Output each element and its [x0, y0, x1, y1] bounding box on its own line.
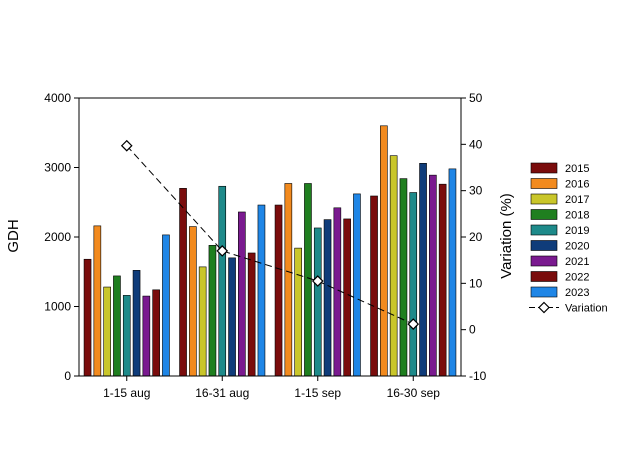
bar-2016-0: [93, 225, 102, 377]
legend-swatch-2015: [530, 162, 558, 174]
variation-marker-3: [407, 318, 420, 330]
bar-2015-0: [83, 258, 92, 377]
bar-2020-2: [323, 219, 332, 377]
right-tick-label: 30: [469, 184, 483, 198]
legend-label-2017: 2017: [565, 194, 589, 206]
right-tick-label: 0: [469, 323, 476, 337]
right-tick-label: 50: [469, 91, 483, 105]
x-tick-label: 16-30 sep: [387, 386, 441, 400]
bars-group: [83, 125, 457, 377]
bar-2018-1: [208, 245, 217, 377]
y2-axis-title: Variation (%): [498, 193, 515, 279]
legend-label-2015: 2015: [565, 163, 589, 175]
right-tick-label: -10: [469, 369, 487, 383]
bar-2015-1: [179, 188, 187, 377]
bar-2018-3: [399, 178, 408, 377]
bar-2015-3: [370, 195, 378, 377]
x-tick-label: 16-31 aug: [195, 386, 249, 400]
bar-2021-2: [333, 207, 342, 377]
legend-swatch-2023: [530, 286, 558, 298]
legend-label-2018: 2018: [565, 210, 589, 222]
variation-marker-1: [216, 245, 229, 257]
legend-label-variation: Variation: [565, 303, 608, 315]
legend-swatch-2017: [530, 193, 558, 205]
bar-2020-3: [419, 163, 427, 377]
bar-2023-3: [448, 168, 457, 377]
bar-2016-3: [380, 125, 388, 377]
legend-label-2023: 2023: [565, 287, 589, 299]
bar-2022-1: [247, 252, 256, 377]
bar-2019-1: [218, 185, 227, 377]
bar-2022-0: [152, 289, 160, 377]
bar-2019-2: [313, 227, 322, 377]
right-tick-label: 10: [469, 276, 483, 290]
legend-swatch-2018: [530, 209, 558, 220]
legend-swatch-2020: [530, 240, 558, 251]
legend: 2015 2016 2017 2018 2019 2020 2021 2022 2023 Vari…: [529, 162, 608, 315]
variation-marker-2: [311, 275, 324, 287]
left-tick-label: 2000: [44, 230, 71, 244]
bar-2020-0: [132, 270, 141, 377]
left-axis-ticks: 0 1000 2000 3000 4000: [44, 91, 79, 383]
right-axis-ticks: -10 0 10 20 30 40 50: [461, 91, 487, 383]
legend-label-2022: 2022: [565, 272, 589, 284]
legend-label-2016: 2016: [565, 179, 589, 191]
bar-2015-2: [274, 204, 283, 377]
right-tick-label: 20: [469, 230, 483, 244]
left-tick-label: 1000: [44, 300, 71, 314]
left-tick-label: 0: [64, 369, 71, 383]
legend-swatch-2022: [530, 271, 558, 282]
bar-2017-3: [389, 155, 398, 377]
legend-variation-marker: [538, 301, 550, 314]
left-tick-label: 3000: [44, 161, 71, 175]
bar-2019-0: [122, 295, 131, 377]
bar-2019-3: [409, 192, 418, 377]
bar-2017-0: [103, 286, 111, 377]
left-tick-label: 4000: [44, 91, 71, 105]
bar-2020-1: [228, 257, 236, 377]
bar-2017-1: [198, 266, 207, 377]
bar-2021-0: [142, 295, 151, 377]
bar-2016-1: [189, 226, 197, 377]
bar-2016-2: [284, 183, 293, 377]
bar-2018-2: [304, 183, 312, 377]
bar-2023-2: [353, 193, 361, 377]
bar-2023-0: [162, 234, 170, 377]
bar-2018-0: [113, 275, 121, 377]
legend-label-2020: 2020: [565, 241, 589, 253]
right-tick-label: 40: [469, 137, 483, 151]
legend-swatch-2019: [530, 224, 558, 236]
variation-marker-0: [120, 139, 133, 152]
legend-swatch-2021: [530, 255, 558, 267]
bar-2017-2: [294, 247, 302, 377]
legend-label-2019: 2019: [565, 225, 589, 237]
y-axis-title: GDH: [5, 219, 22, 252]
bar-2022-3: [438, 183, 447, 377]
x-axis-ticks: 1-15 aug 16-31 aug 1-15 sep 16-30 sep: [103, 376, 440, 400]
x-tick-label: 1-15 sep: [294, 386, 341, 400]
legend-label-2021: 2021: [565, 256, 589, 268]
variation-markers: [120, 139, 420, 330]
legend-swatch-2016: [530, 178, 558, 189]
bar-2023-1: [257, 204, 266, 377]
variation-line: [126, 145, 414, 325]
x-tick-label: 1-15 aug: [103, 386, 150, 400]
bar-2022-2: [343, 218, 351, 377]
bar-2021-1: [238, 211, 246, 377]
bar-2021-3: [429, 174, 437, 377]
